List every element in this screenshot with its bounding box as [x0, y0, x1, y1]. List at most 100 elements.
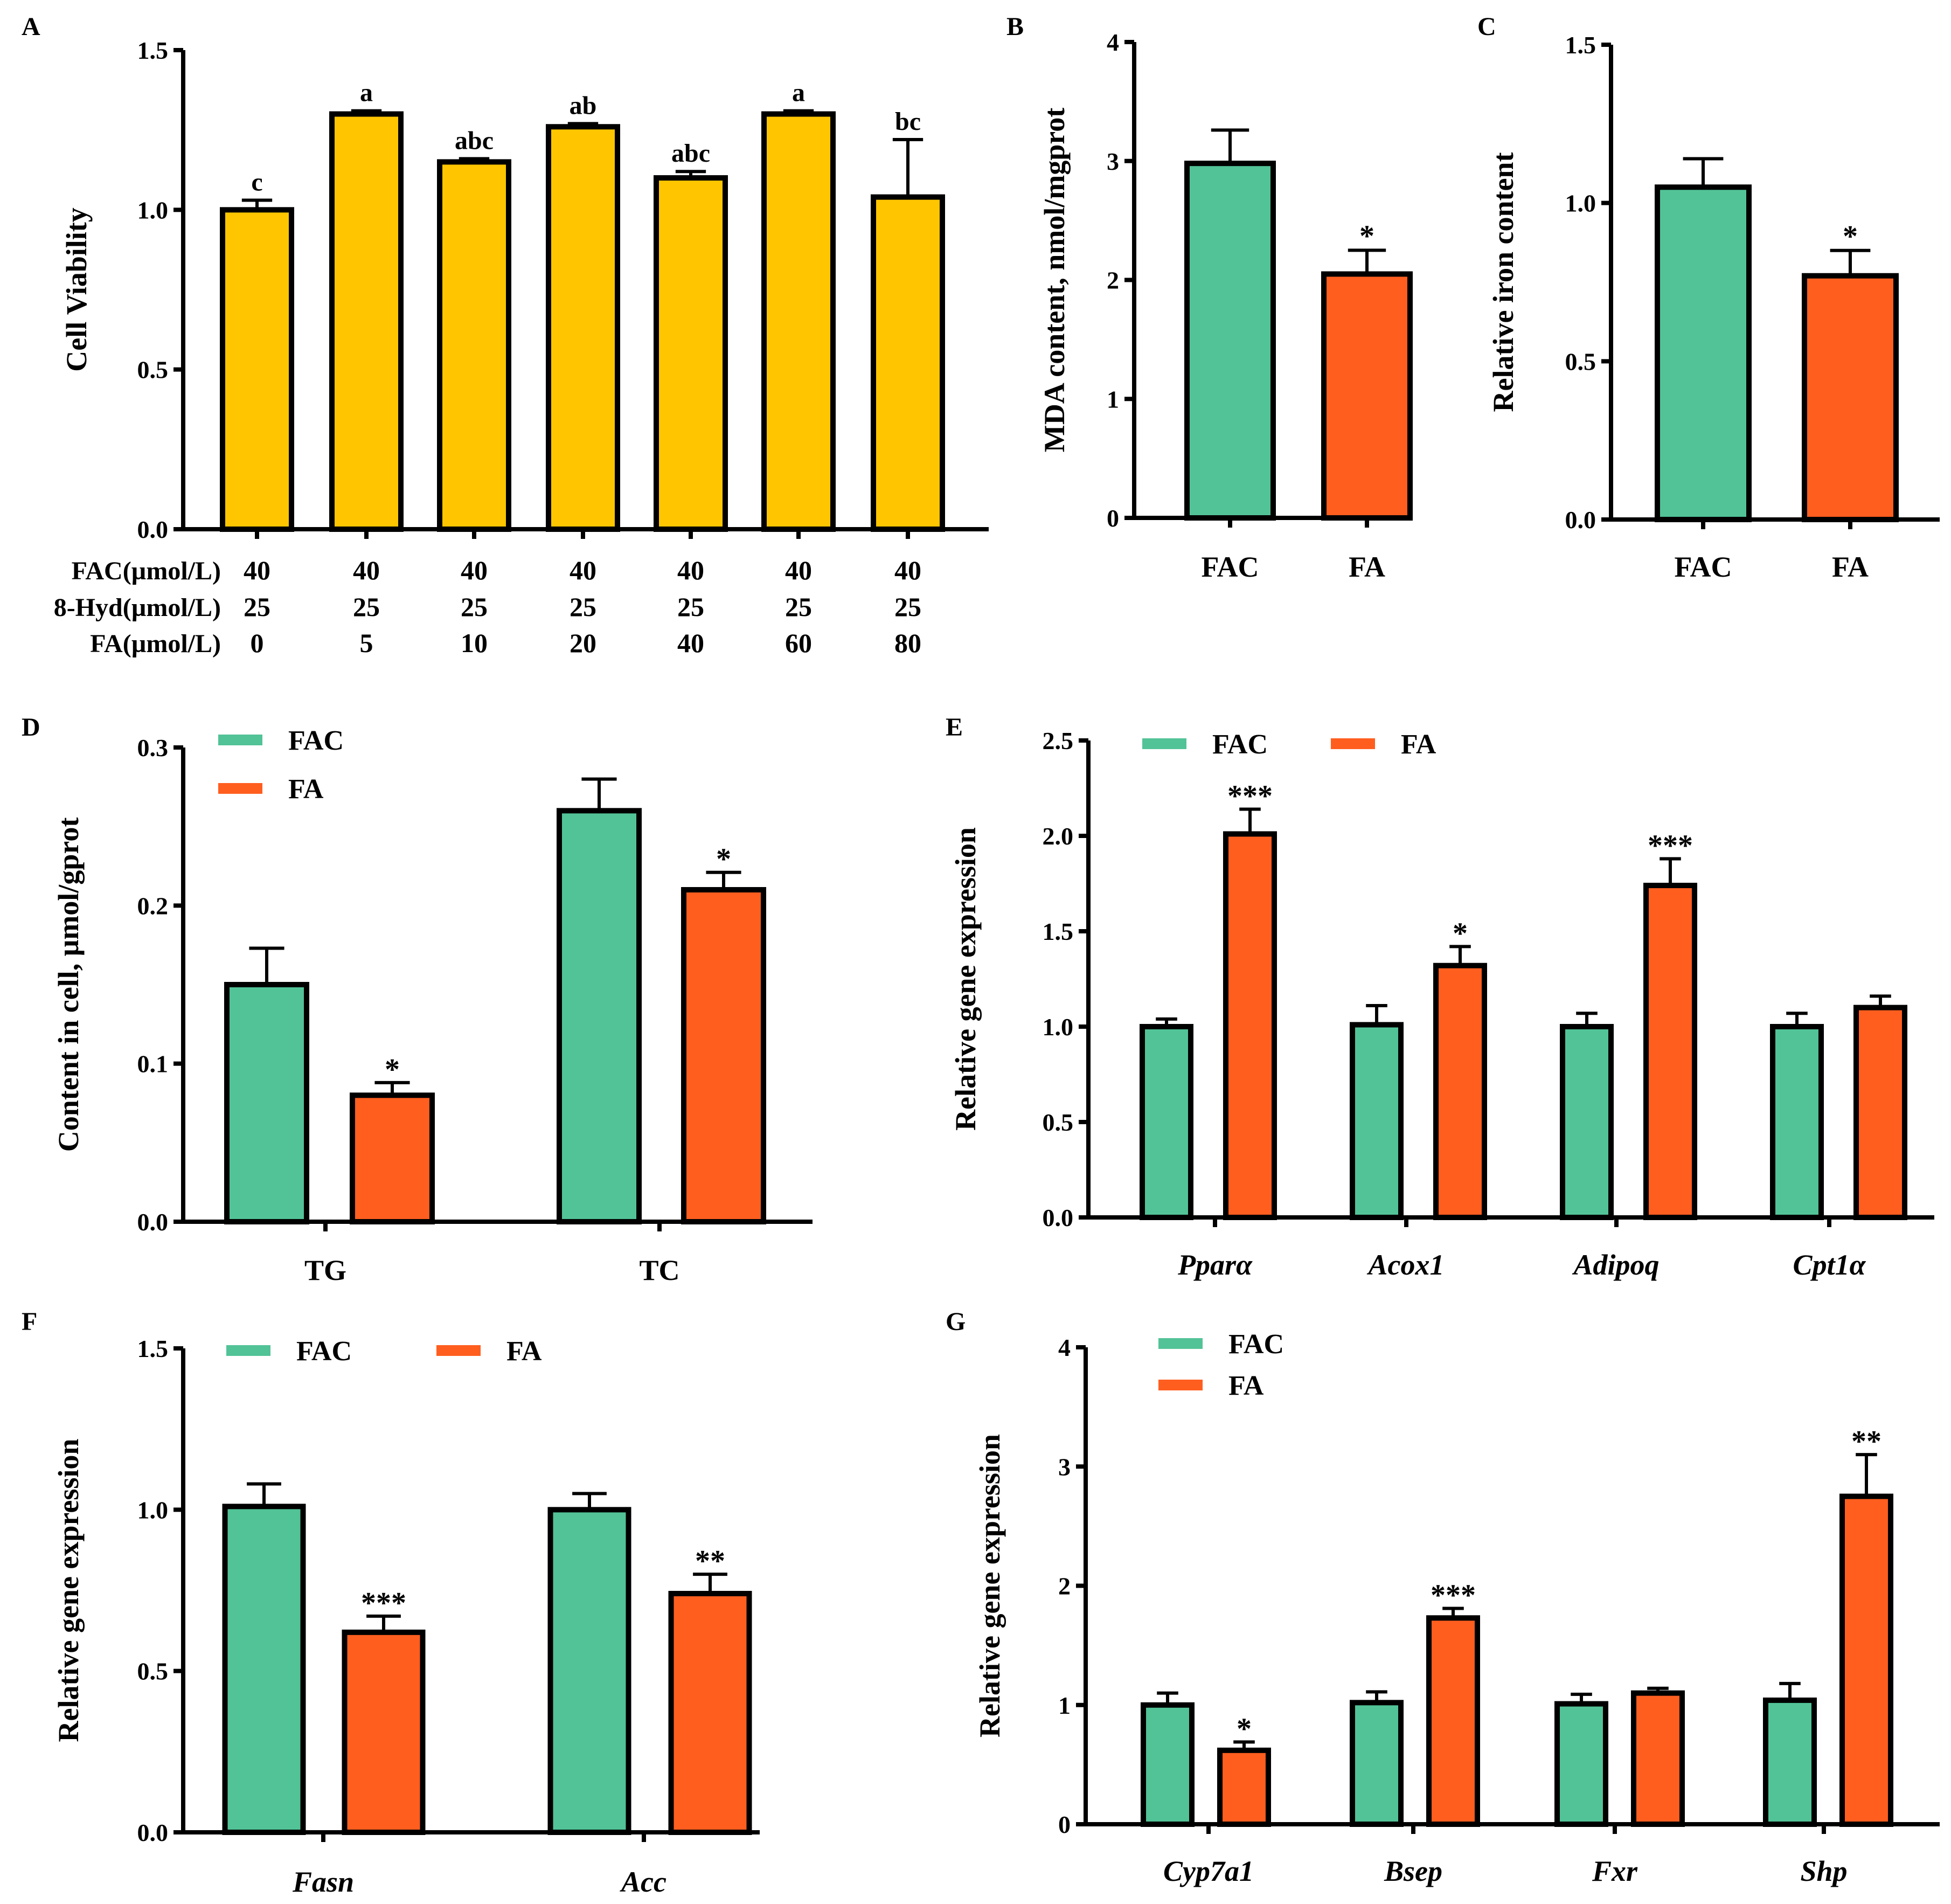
- fa-bar: [1217, 1747, 1271, 1827]
- y-tick-label: 0.0: [137, 1819, 169, 1846]
- y-tick-label: 1.0: [1043, 1013, 1074, 1041]
- y-tick-label: 1.5: [1565, 31, 1596, 59]
- fa-bar: [1426, 1615, 1480, 1827]
- viability-bar: [546, 124, 620, 532]
- category-label: FAC: [1675, 551, 1732, 583]
- fac-bar: [547, 1507, 631, 1835]
- category-label: Bsep: [1384, 1855, 1442, 1887]
- y-axis-title: Relative iron content: [1487, 153, 1519, 412]
- category-label: FA: [1832, 551, 1869, 583]
- fac-bar: [1140, 1024, 1193, 1220]
- condition-value: 40: [677, 628, 704, 658]
- fa-bar: [681, 887, 766, 1224]
- significance-mark: ***: [1648, 829, 1693, 862]
- condition-value: 40: [244, 555, 270, 585]
- fac-bar: [1554, 1701, 1608, 1827]
- condition-value: 25: [570, 592, 596, 622]
- viability-bar: [871, 194, 945, 532]
- y-tick-label: 1.0: [137, 1496, 169, 1524]
- legend-label: FA: [288, 774, 324, 805]
- condition-value: 0: [251, 628, 264, 658]
- legend-swatch-fac: [218, 735, 262, 745]
- legend-swatch-fa: [1331, 738, 1375, 749]
- fac-bar: [1763, 1697, 1817, 1827]
- y-tick-label: 0.2: [137, 892, 169, 919]
- legend-label: FAC: [296, 1336, 352, 1367]
- condition-value: 25: [461, 592, 488, 622]
- fac-bar: [1560, 1024, 1614, 1220]
- significance-letter: ab: [570, 91, 597, 120]
- condition-value: 80: [894, 628, 921, 658]
- panel-letter: E: [946, 713, 963, 742]
- fa-bar: [1853, 1005, 1907, 1220]
- y-tick-label: 1: [1107, 385, 1119, 413]
- category-label: Fxr: [1592, 1855, 1638, 1887]
- y-axis-title: Relative gene expression: [949, 827, 982, 1131]
- panel-letter: G: [946, 1307, 966, 1336]
- y-tick-label: 1.5: [1043, 918, 1074, 945]
- panel-e: E 0.0 0.5 1.0 1.5 2.0 2.5 Relative gene express…: [946, 713, 1934, 1281]
- significance-letter: bc: [895, 107, 921, 136]
- significance-letter: a: [792, 79, 805, 107]
- fac-bar: [1770, 1024, 1824, 1220]
- y-tick-label: 2: [1107, 267, 1119, 294]
- y-tick-label: 1.5: [137, 37, 169, 64]
- category-label: FA: [1349, 551, 1385, 583]
- y-tick-label: 0.0: [1565, 506, 1596, 534]
- condition-value: 25: [677, 592, 704, 622]
- legend-swatch-fac: [1142, 738, 1186, 749]
- category-label: Acox1: [1367, 1249, 1445, 1281]
- condition-value: 25: [244, 592, 270, 622]
- condition-value: 40: [570, 555, 596, 585]
- category-label: Adipoq: [1572, 1249, 1659, 1281]
- y-tick-label: 0.0: [1043, 1204, 1074, 1231]
- y-tick-label: 0.5: [137, 1658, 169, 1685]
- y-tick-label: 0.0: [137, 1208, 169, 1236]
- significance-mark: ***: [361, 1587, 406, 1620]
- condition-value: 10: [461, 628, 488, 658]
- y-tick-label: 1.0: [137, 196, 169, 224]
- fa-bar: [350, 1092, 435, 1225]
- significance-mark: **: [1851, 1425, 1881, 1458]
- y-tick-label: 0: [1107, 504, 1119, 532]
- y-tick-label: 0.1: [137, 1050, 169, 1078]
- viability-bar: [761, 111, 836, 532]
- y-tick-label: 1.5: [137, 1335, 169, 1362]
- y-tick-label: 0: [1058, 1811, 1071, 1838]
- y-tick-label: 0.5: [1565, 348, 1596, 375]
- y-tick-label: 2.0: [1043, 822, 1074, 850]
- legend-label: FAC: [1228, 1329, 1284, 1360]
- fa-bar: [1839, 1493, 1893, 1827]
- fac-bar: [1141, 1702, 1195, 1827]
- category-label: Cyp7a1: [1163, 1855, 1254, 1887]
- condition-value: 25: [894, 592, 921, 622]
- category-label: Fasn: [292, 1866, 354, 1898]
- panel-letter: F: [22, 1307, 37, 1336]
- y-tick-label: 0.5: [137, 356, 169, 384]
- significance-letter: c: [251, 168, 262, 197]
- legend-swatch-fac: [1158, 1338, 1203, 1349]
- category-label: Cpt1α: [1793, 1249, 1866, 1281]
- legend-label: FAC: [288, 725, 344, 756]
- condition-value: 5: [360, 628, 373, 658]
- condition-value: 40: [353, 555, 380, 585]
- condition-value: 40: [677, 555, 704, 585]
- fa-bar: [1631, 1690, 1685, 1827]
- viability-bar: [437, 159, 511, 532]
- legend-swatch-fa: [1158, 1380, 1203, 1390]
- panel-letter: D: [22, 713, 40, 742]
- y-tick-label: 2: [1058, 1573, 1071, 1600]
- fa-bar: [668, 1590, 752, 1835]
- legend-label: FA: [1228, 1370, 1264, 1401]
- condition-value: 25: [353, 592, 380, 622]
- legend-swatch-fa: [436, 1345, 481, 1356]
- condition-label: 8-Hyd(µmol/L): [54, 593, 221, 622]
- fac-bar: [1350, 1700, 1404, 1827]
- legend-label: FA: [1401, 729, 1436, 760]
- condition-value: 40: [461, 555, 488, 585]
- significance-letter: abc: [671, 139, 710, 168]
- viability-bar: [329, 111, 404, 532]
- viability-bar: [220, 207, 294, 532]
